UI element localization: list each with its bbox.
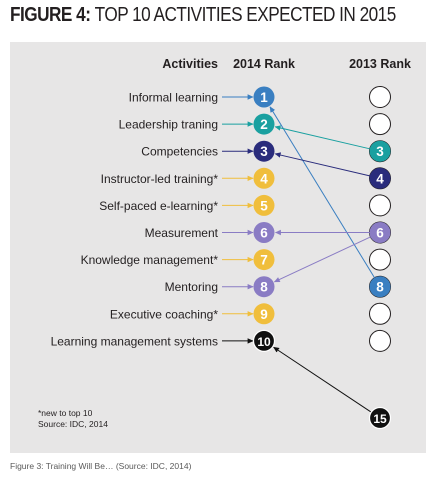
activity-label-measurement: Measurement	[145, 226, 219, 240]
rank-2013-slot	[369, 302, 391, 325]
header-2014-rank: 2014 Rank	[233, 57, 295, 71]
rank-2014-label-competencies: 3	[260, 144, 268, 159]
activity-label-informal-learning: Informal learning	[129, 91, 218, 105]
figure-title: FIGURE 4: TOP 10 ACTIVITIES EXPECTED IN …	[10, 4, 396, 27]
header-activities: Activities	[162, 57, 218, 71]
rank-2013-slot	[369, 113, 391, 136]
rank-2013-slot	[369, 194, 391, 217]
rank-2013-label-measurement: 6	[376, 226, 384, 241]
rank-2013-slot	[369, 86, 391, 108]
header-2013-rank: 2013 Rank	[349, 57, 411, 71]
figure-title-lead: FIGURE 4:	[10, 4, 91, 26]
rank-2013-circle-informal-learning	[369, 276, 391, 298]
rank-2014-label-learning-management-systems: 10	[257, 335, 271, 349]
activity-label-mentoring: Mentoring	[165, 280, 218, 294]
note-source: Source: IDC, 2014	[38, 419, 108, 429]
rank-2013-label-competencies: 4	[376, 171, 384, 186]
rank-chart: Activities 2014 Rank 2013 Rank834615Inform…	[38, 57, 411, 430]
connector-competencies	[274, 152, 370, 177]
rank-2014-label-mentoring: 8	[260, 280, 268, 295]
rank-2013-circle-measurement	[369, 222, 391, 243]
rank-2014-label-executive-coaching: 9	[260, 307, 268, 322]
rank-2014-label-self-paced-e-learning: 5	[260, 198, 268, 213]
rank-2014-circle-self-paced-e-learning	[253, 194, 275, 216]
rank-2014-circle-mentoring	[253, 276, 275, 298]
rank-2014-label-leadership-traning: 2	[260, 117, 268, 132]
rank-2014-label-knowledge-management: 7	[260, 253, 268, 268]
connector-mentoring	[273, 236, 371, 283]
rank-2013-label-learning-management-systems: 15	[373, 412, 387, 426]
activity-label-leadership-traning: Leadership traning	[119, 118, 218, 132]
connector-learning-management-systems	[273, 346, 372, 413]
rank-2014-circle-competencies	[253, 140, 275, 162]
rank-2014-circle-instructor-led-training	[253, 167, 275, 189]
chart-panel: Activities 2014 Rank 2013 Rank 8 3 4 6 15 Inform…	[10, 42, 426, 453]
rank-2014-circle-measurement	[253, 222, 275, 243]
rank-2014-circle-learning-management-systems	[252, 329, 276, 352]
rank-2014-circle-leadership-traning	[253, 113, 275, 135]
rank-2014-circle-executive-coaching	[253, 303, 275, 325]
rank-2013-circle-learning-management-systems	[368, 406, 392, 430]
figure-title-rest: TOP 10 ACTIVITIES EXPECTED IN 2015	[94, 4, 397, 26]
activity-label-learning-management-systems: Learning management systems	[51, 334, 218, 348]
rank-2013-circle-leadership-traning	[369, 140, 391, 162]
activity-label-self-paced-e-learning: Self-paced e-learning*	[99, 199, 218, 213]
rank-2014-circle-knowledge-management	[253, 249, 275, 271]
rank-2014-circle-informal-learning	[253, 86, 275, 108]
rank-2013-circle-competencies	[369, 167, 391, 189]
rank-2013-label-informal-learning: 8	[376, 280, 384, 295]
connector-leadership-traning	[274, 125, 370, 150]
rank-2013-label-leadership-traning: 3	[376, 144, 384, 159]
rank-2013-slot	[369, 329, 391, 352]
activity-label-executive-coaching: Executive coaching*	[110, 307, 218, 321]
rank-2014-label-informal-learning: 1	[260, 90, 268, 105]
rank-2014-label-instructor-led-training: 4	[260, 171, 268, 186]
note-new-to-top-10: *new to top 10	[38, 408, 93, 418]
rank-2013-slot	[369, 248, 391, 271]
activity-label-knowledge-management: Knowledge management*	[81, 253, 219, 267]
rank-2014-label-measurement: 6	[260, 226, 268, 241]
activity-label-competencies: Competencies	[141, 145, 218, 159]
activity-label-instructor-led-training: Instructor-led training*	[101, 172, 219, 186]
figure-caption: Figure 3: Training Will Be… (Source: IDC…	[10, 461, 192, 471]
connector-informal-learning	[269, 106, 375, 279]
